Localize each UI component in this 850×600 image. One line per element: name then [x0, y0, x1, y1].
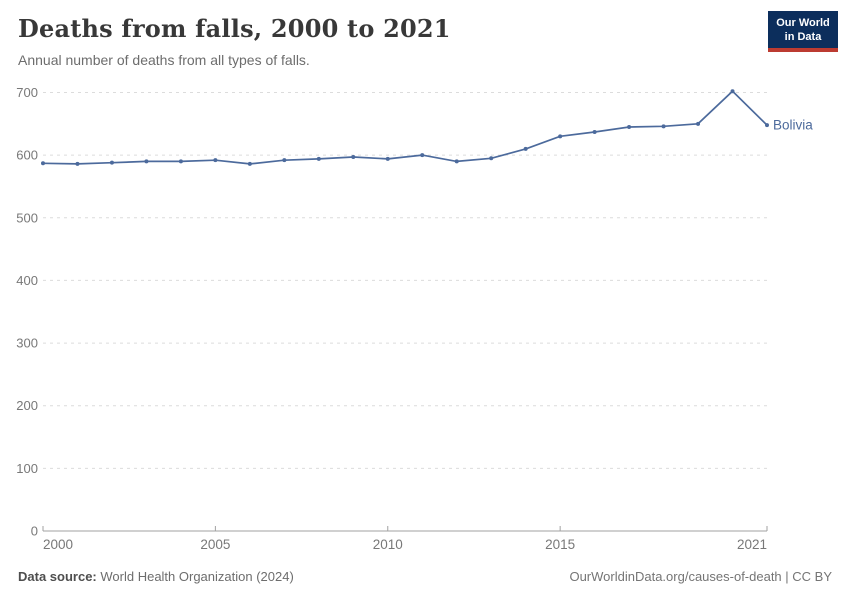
data-source-value: World Health Organization (2024) — [100, 569, 294, 584]
x-axis-label-2010: 2010 — [373, 537, 403, 552]
data-point-marker[interactable] — [558, 134, 563, 139]
data-point-marker[interactable] — [385, 156, 390, 161]
x-axis-label-2021: 2021 — [737, 537, 767, 552]
data-point-marker[interactable] — [178, 159, 183, 164]
data-point-marker[interactable] — [661, 124, 666, 129]
data-point-marker[interactable] — [144, 159, 149, 164]
x-axis-label-2000: 2000 — [43, 537, 73, 552]
owid-url-license[interactable]: OurWorldinData.org/causes-of-death | CC … — [569, 569, 832, 584]
x-axis-label-2015: 2015 — [545, 537, 575, 552]
y-axis-label-500: 500 — [16, 210, 38, 225]
data-source: Data source: World Health Organization (… — [18, 569, 294, 584]
data-source-label: Data source: — [18, 569, 97, 584]
line-series-bolivia[interactable] — [42, 90, 768, 165]
data-point-marker[interactable] — [420, 153, 425, 158]
data-point-marker[interactable] — [247, 161, 252, 166]
y-axis-label-300: 300 — [16, 336, 38, 351]
page-title: Deaths from falls, 2000 to 2021 — [18, 14, 451, 43]
chart-subtitle: Annual number of deaths from all types o… — [18, 52, 310, 68]
x-axis-label-2005: 2005 — [200, 537, 230, 552]
data-point-marker[interactable] — [523, 146, 528, 151]
data-point-marker[interactable] — [109, 160, 114, 165]
data-point-marker[interactable] — [282, 158, 287, 163]
y-axis-label-700: 700 — [16, 85, 38, 100]
data-point-marker[interactable] — [41, 161, 45, 166]
data-point-marker[interactable] — [489, 156, 494, 161]
data-point-marker[interactable] — [351, 155, 356, 160]
data-point-marker[interactable] — [213, 158, 218, 163]
data-point-marker[interactable] — [696, 121, 701, 126]
data-point-marker[interactable] — [730, 89, 735, 94]
y-axis-label-200: 200 — [16, 398, 38, 413]
y-axis-label-600: 600 — [16, 148, 38, 163]
data-point-marker[interactable] — [316, 156, 321, 161]
y-axis-label-400: 400 — [16, 273, 38, 288]
data-point-marker[interactable] — [627, 124, 632, 129]
entity-label-bolivia[interactable]: Bolivia — [773, 118, 813, 133]
owid-logo[interactable]: Our World in Data — [768, 11, 838, 52]
data-point-marker[interactable] — [592, 129, 597, 134]
owid-logo-line2: in Data — [784, 31, 822, 43]
data-point-marker[interactable] — [75, 161, 80, 166]
owid-logo-line1: Our World — [776, 17, 830, 29]
data-point-marker[interactable] — [765, 123, 769, 128]
chart-footer: Data source: World Health Organization (… — [18, 569, 832, 584]
y-axis-label-0: 0 — [31, 524, 38, 539]
y-axis-label-100: 100 — [16, 461, 38, 476]
data-point-marker[interactable] — [454, 159, 459, 164]
